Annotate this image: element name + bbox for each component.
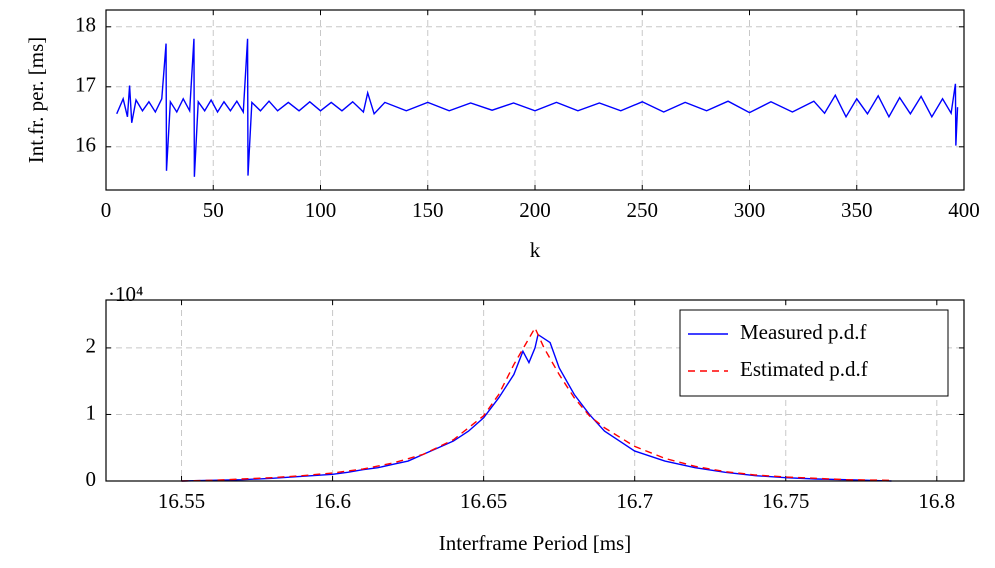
x-tick-label: 16.65 [460, 489, 507, 513]
x-tick-label: 0 [101, 198, 112, 222]
x-axis-label: Interframe Period [ms] [439, 531, 631, 555]
x-axis-label: k [530, 238, 541, 262]
x-tick-label: 16.8 [918, 489, 955, 513]
y-tick-label: 0 [86, 467, 97, 491]
x-tick-label: 250 [627, 198, 659, 222]
x-tick-label: 50 [203, 198, 224, 222]
y-axis-label: Int.fr. per. [ms] [24, 37, 48, 164]
x-tick-label: 16.6 [314, 489, 351, 513]
plot-frame [105, 9, 965, 191]
x-tick-label: 16.75 [762, 489, 809, 513]
x-tick-label: 300 [734, 198, 766, 222]
y-tick-label: 16 [75, 133, 96, 157]
y-tick-label: 17 [75, 73, 96, 97]
plot-frame [105, 299, 965, 482]
y-tick-label: 1 [86, 400, 97, 424]
legend-label: Estimated p.d.f [740, 357, 868, 381]
y-tick-label: 18 [75, 13, 96, 37]
data-line [116, 38, 959, 177]
x-tick-label: 350 [841, 198, 873, 222]
x-tick-label: 16.7 [616, 489, 653, 513]
data-line [181, 333, 892, 482]
legend-label: Measured p.d.f [740, 320, 867, 344]
legend-box [679, 309, 949, 397]
x-tick-label: 200 [519, 198, 551, 222]
x-tick-label: 16.55 [158, 489, 205, 513]
x-tick-label: 100 [305, 198, 337, 222]
x-tick-label: 150 [412, 198, 444, 222]
y-scale-label: ·10⁴ [108, 282, 143, 306]
y-tick-label: 2 [86, 334, 97, 358]
data-line [181, 326, 892, 482]
x-tick-label: 400 [948, 198, 980, 222]
